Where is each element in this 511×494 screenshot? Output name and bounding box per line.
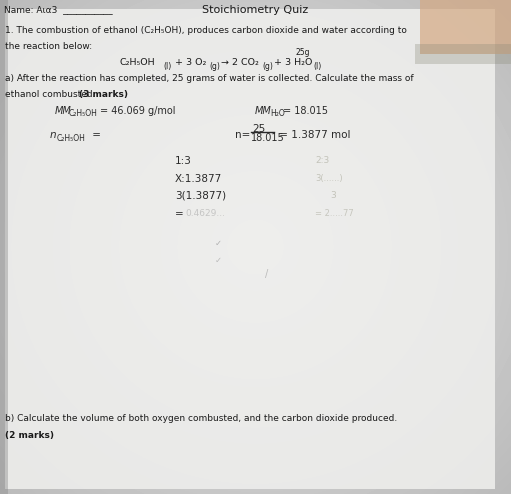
Text: 25g: 25g <box>295 48 310 57</box>
Text: 18.015: 18.015 <box>251 133 285 143</box>
Text: 3: 3 <box>330 191 336 200</box>
Text: /: / <box>265 269 268 279</box>
FancyBboxPatch shape <box>5 9 495 489</box>
Text: Name: Aια3  ___________: Name: Aια3 ___________ <box>4 5 112 14</box>
Text: ethanol combusted.: ethanol combusted. <box>5 90 99 99</box>
Text: b) Calculate the volume of both oxygen combusted, and the carbon dioxide produce: b) Calculate the volume of both oxygen c… <box>5 414 397 423</box>
Text: (g): (g) <box>209 62 220 71</box>
FancyBboxPatch shape <box>0 0 8 494</box>
Text: → 2 CO₂: → 2 CO₂ <box>218 58 259 67</box>
Text: the reaction below:: the reaction below: <box>5 42 92 51</box>
Text: = 1.3877 mol: = 1.3877 mol <box>276 130 351 140</box>
Text: C₂H₅OH: C₂H₅OH <box>120 58 156 67</box>
Text: ✓: ✓ <box>215 239 222 248</box>
Text: = 18.015: = 18.015 <box>283 106 328 116</box>
Text: + 3 O₂: + 3 O₂ <box>172 58 206 67</box>
Text: 2:3: 2:3 <box>315 156 329 165</box>
Text: 25: 25 <box>252 124 265 134</box>
Text: (l): (l) <box>163 62 171 71</box>
Text: (3 marks): (3 marks) <box>79 90 128 99</box>
Text: ✓: ✓ <box>215 256 222 265</box>
Text: = 46.069 g/mol: = 46.069 g/mol <box>100 106 175 116</box>
Text: 3(......): 3(......) <box>315 174 342 183</box>
Text: C₂H₅OH: C₂H₅OH <box>69 109 98 118</box>
Text: 3(1.3877): 3(1.3877) <box>175 191 226 201</box>
Text: 1:3: 1:3 <box>175 156 192 166</box>
Text: =: = <box>175 209 184 219</box>
Text: H₂O: H₂O <box>270 109 285 118</box>
Text: Stoichiometry Quiz: Stoichiometry Quiz <box>202 5 308 15</box>
Text: n=: n= <box>235 130 250 140</box>
Text: (l): (l) <box>313 62 321 71</box>
Text: X:1.3877: X:1.3877 <box>175 174 222 184</box>
Text: MM: MM <box>55 106 72 116</box>
FancyBboxPatch shape <box>420 0 511 54</box>
Text: C₂H₅OH: C₂H₅OH <box>57 134 86 143</box>
Text: + 3 H₂O: + 3 H₂O <box>271 58 312 67</box>
Text: MM: MM <box>255 106 272 116</box>
Text: =: = <box>89 130 101 140</box>
Text: (g): (g) <box>262 62 273 71</box>
Text: n: n <box>50 130 57 140</box>
Text: 1. The combustion of ethanol (C₂H₅OH), produces carbon dioxide and water accordi: 1. The combustion of ethanol (C₂H₅OH), p… <box>5 26 407 35</box>
Text: 0.4629...: 0.4629... <box>185 209 225 218</box>
Text: a) After the reaction has completed, 25 grams of water is collected. Calculate t: a) After the reaction has completed, 25 … <box>5 74 413 83</box>
FancyBboxPatch shape <box>415 44 511 64</box>
Text: (2 marks): (2 marks) <box>5 431 54 440</box>
Text: = 2.....77: = 2.....77 <box>315 209 354 218</box>
